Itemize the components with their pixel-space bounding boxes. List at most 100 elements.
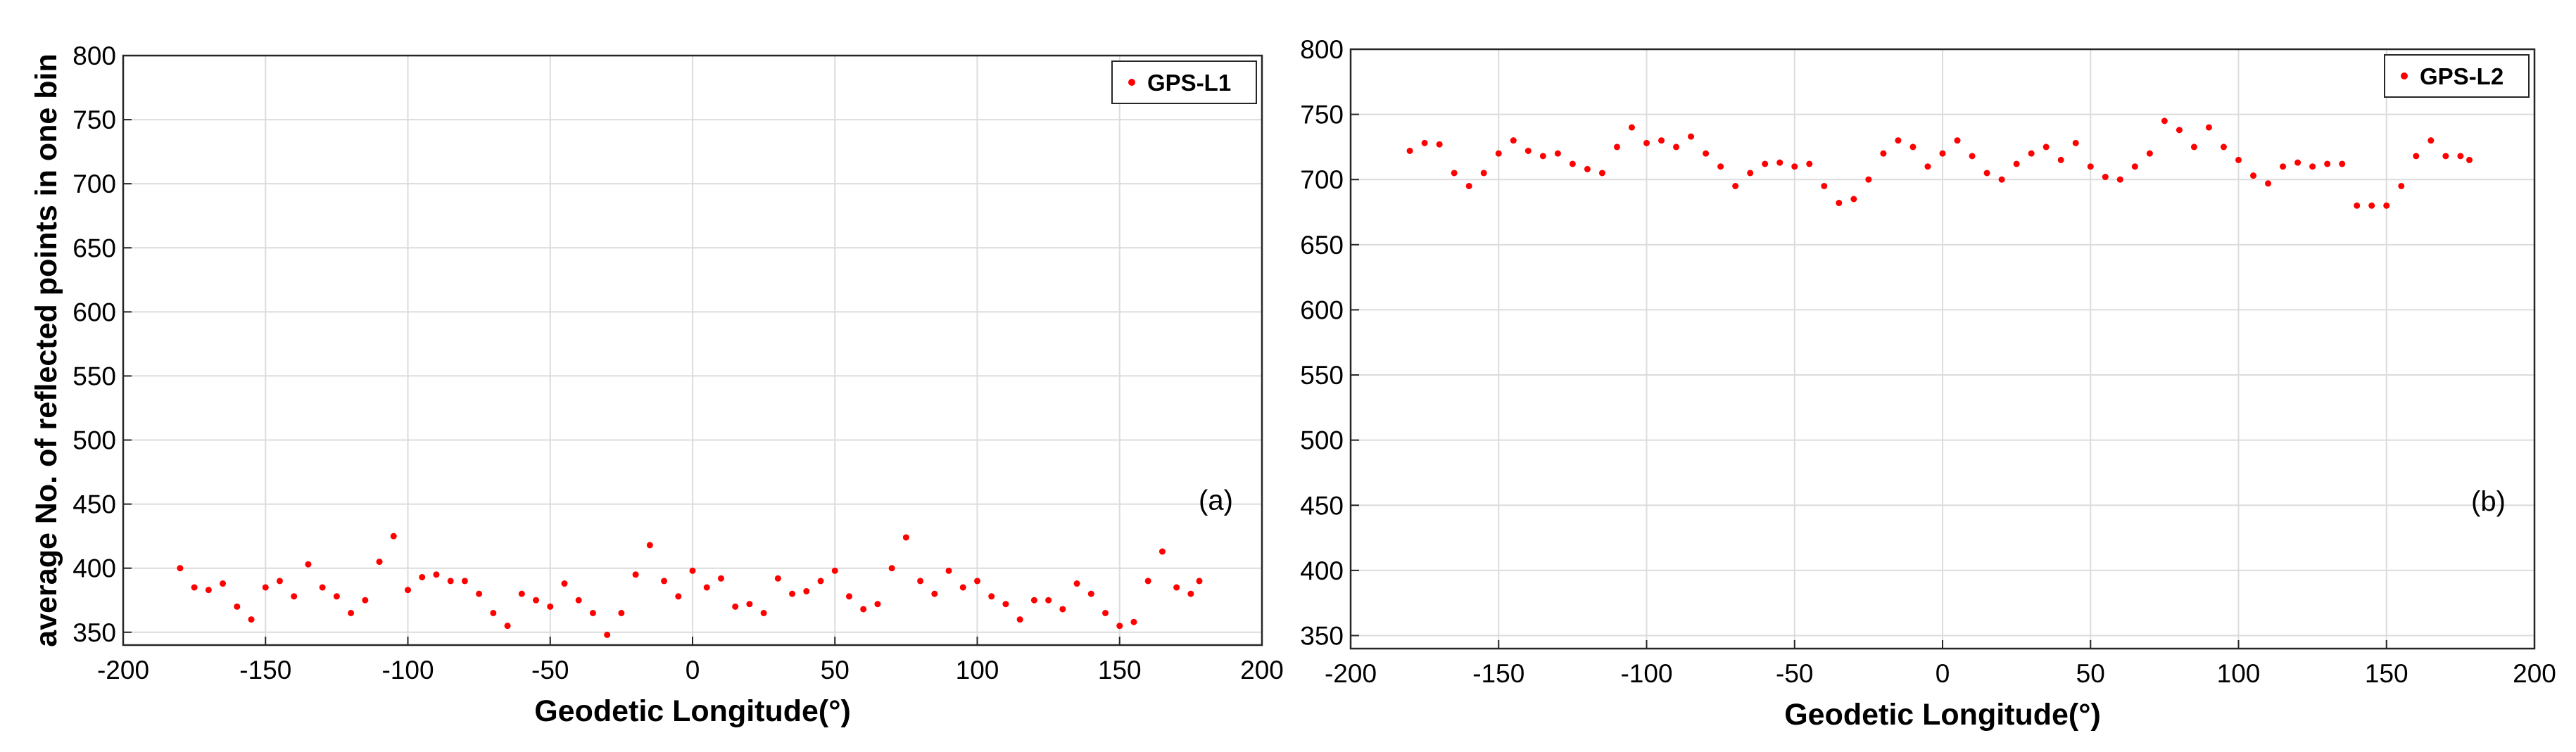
- data-point: [1850, 196, 1857, 203]
- data-point: [604, 631, 611, 638]
- y-tick-label: 750: [72, 106, 116, 134]
- data-point: [959, 584, 966, 591]
- data-point: [547, 603, 554, 610]
- x-tick-label: -200: [97, 656, 149, 684]
- data-point: [1554, 150, 1561, 157]
- data-point: [732, 603, 739, 610]
- data-point: [675, 593, 682, 600]
- data-point: [333, 593, 340, 600]
- data-point: [1465, 182, 1472, 189]
- data-point: [1045, 597, 1052, 604]
- data-point: [2146, 150, 2153, 157]
- y-tick-label: 800: [1300, 35, 1344, 64]
- y-tick-label: 650: [1300, 231, 1344, 260]
- data-point: [1524, 147, 1532, 154]
- data-point: [717, 575, 724, 582]
- data-point: [888, 565, 895, 572]
- x-tick-label: -150: [239, 656, 291, 684]
- y-tick-label: 450: [72, 490, 116, 519]
- data-point: [1791, 163, 1798, 170]
- data-point: [2161, 117, 2168, 125]
- data-point: [845, 593, 852, 600]
- x-tick-label: -100: [381, 656, 434, 684]
- data-point: [291, 593, 298, 600]
- data-point: [931, 590, 938, 597]
- legend-box: [1111, 60, 1257, 104]
- data-point: [803, 587, 810, 594]
- data-point: [1584, 165, 1591, 172]
- data-point: [1510, 137, 1517, 144]
- data-point: [1732, 182, 1739, 189]
- data-point: [1613, 144, 1620, 151]
- data-point: [817, 578, 824, 585]
- x-tick-label: 100: [2217, 659, 2261, 688]
- data-point: [376, 559, 383, 566]
- y-tick-label: 550: [72, 362, 116, 390]
- y-tick-label: 500: [1300, 426, 1344, 455]
- data-point: [1998, 176, 2005, 183]
- data-point: [1628, 124, 1635, 131]
- data-point: [419, 573, 426, 580]
- data-point: [1688, 133, 1695, 140]
- data-point: [2205, 124, 2212, 131]
- legend-label: GPS-L1: [1147, 70, 1231, 96]
- data-point: [1406, 147, 1413, 154]
- data-point: [2280, 163, 2287, 170]
- x-axis-label: Geodetic Longitude(°): [1784, 698, 2101, 732]
- data-point: [234, 603, 241, 610]
- data-point: [2265, 180, 2272, 187]
- y-tick-label: 700: [72, 170, 116, 198]
- annotation: (a): [1199, 485, 1233, 516]
- data-point: [2087, 163, 2094, 170]
- data-point: [589, 609, 596, 616]
- x-tick-label: 50: [821, 656, 850, 684]
- data-point: [689, 567, 696, 574]
- data-point: [561, 580, 568, 587]
- data-point: [1102, 609, 1109, 616]
- data-point: [760, 609, 767, 616]
- x-tick-label: -50: [531, 656, 569, 684]
- data-point: [1539, 153, 1546, 160]
- data-point: [2176, 127, 2183, 134]
- y-tick-label: 650: [72, 234, 116, 262]
- data-point: [1762, 160, 1769, 167]
- legend-marker: [2401, 72, 2408, 79]
- data-point: [746, 601, 753, 608]
- y-tick-label: 750: [1300, 101, 1344, 129]
- x-tick-label: 150: [1098, 656, 1142, 684]
- x-tick-label: -150: [1472, 659, 1524, 688]
- x-tick-label: 100: [956, 656, 999, 684]
- data-point: [2368, 202, 2375, 209]
- data-point: [461, 578, 468, 585]
- data-point: [1658, 137, 1665, 144]
- data-point: [2043, 144, 2050, 151]
- data-point: [2235, 156, 2242, 163]
- y-tick-label: 700: [1300, 165, 1344, 194]
- data-point: [1924, 163, 1931, 170]
- data-point: [1451, 170, 1458, 177]
- data-point: [2220, 144, 2227, 151]
- data-point: [518, 590, 525, 597]
- data-point: [1030, 597, 1037, 604]
- data-point: [248, 616, 255, 623]
- data-point: [2339, 160, 2346, 167]
- data-point: [319, 584, 326, 591]
- data-point: [2131, 163, 2138, 170]
- data-point: [860, 606, 867, 613]
- plot-frame: [122, 54, 1263, 646]
- legend-label: GPS-L2: [2420, 63, 2504, 89]
- data-point: [703, 584, 710, 591]
- data-point: [1144, 578, 1151, 585]
- data-point: [262, 584, 269, 591]
- data-point: [1495, 150, 1502, 157]
- data-point: [276, 578, 283, 585]
- data-point: [1421, 139, 1428, 146]
- data-point: [2190, 144, 2197, 151]
- x-tick-label: 200: [2513, 659, 2556, 688]
- data-point: [1836, 200, 1843, 207]
- data-point: [1480, 170, 1487, 177]
- y-tick-label: 350: [1300, 621, 1344, 650]
- data-point: [1969, 153, 1976, 160]
